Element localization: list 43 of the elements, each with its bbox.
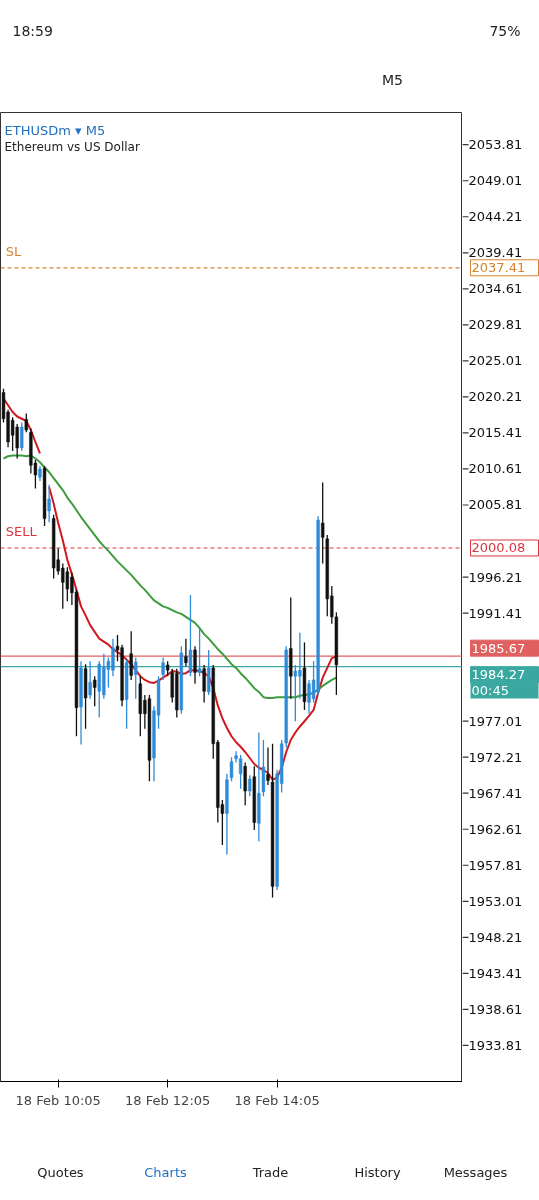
text: Messages xyxy=(443,1165,508,1180)
y-tick-label: 1967.41 xyxy=(468,785,523,801)
y-tick-label: 2005.81 xyxy=(468,497,523,513)
y-tick-label: 2029.81 xyxy=(468,317,523,333)
text: ETHUSDm ▾ M5 xyxy=(4,123,106,138)
y-tick-label: 1938.61 xyxy=(468,1001,523,1017)
y-tick-label: 1957.81 xyxy=(468,857,523,873)
y-tick-label: 1977.01 xyxy=(468,713,523,729)
text: History xyxy=(354,1165,401,1180)
text: 1985.67 xyxy=(471,640,526,656)
y-tick-label: 1972.21 xyxy=(468,749,523,765)
y-tick-label: 1953.01 xyxy=(468,893,523,909)
y-tick-label: 1996.21 xyxy=(468,569,523,585)
text: Trade xyxy=(251,1165,289,1180)
text: 18:59 xyxy=(12,22,53,39)
y-tick-label: 2044.21 xyxy=(468,209,523,225)
y-tick-label: 1991.41 xyxy=(468,605,523,621)
y-tick-label: 1943.41 xyxy=(468,965,523,981)
text: Quotes xyxy=(37,1165,84,1180)
y-tick-label: 2025.01 xyxy=(468,353,523,369)
text: 00:45 xyxy=(471,683,509,699)
y-tick-label: 2039.41 xyxy=(468,245,523,261)
y-tick-label: 1962.61 xyxy=(468,821,523,837)
y-tick-label: 2010.61 xyxy=(468,461,523,477)
text: 2000.08 xyxy=(471,540,526,556)
text: Charts xyxy=(144,1165,187,1180)
y-tick-label: 2034.61 xyxy=(468,281,523,297)
y-tick-label: 2049.01 xyxy=(468,173,523,189)
x-tick-label: 18 Feb 12:05 xyxy=(125,1092,211,1108)
text: 1984.27 xyxy=(471,667,526,683)
x-tick-label: 18 Feb 14:05 xyxy=(234,1092,320,1108)
y-tick-label: 2053.81 xyxy=(468,137,523,153)
text: M5 xyxy=(382,71,404,88)
y-tick-label: 2020.21 xyxy=(468,389,523,405)
text: 75% xyxy=(489,22,521,39)
y-tick-label: 1948.21 xyxy=(468,929,523,945)
ref-line-label: SL xyxy=(5,243,23,259)
text: Ethereum vs US Dollar xyxy=(4,139,140,154)
text: 2037.41 xyxy=(471,260,526,276)
y-tick-label: 2015.41 xyxy=(468,425,523,441)
x-tick-label: 18 Feb 10:05 xyxy=(15,1092,101,1108)
ref-line-label: SELL xyxy=(5,523,38,539)
y-tick-label: 1933.81 xyxy=(468,1037,523,1053)
